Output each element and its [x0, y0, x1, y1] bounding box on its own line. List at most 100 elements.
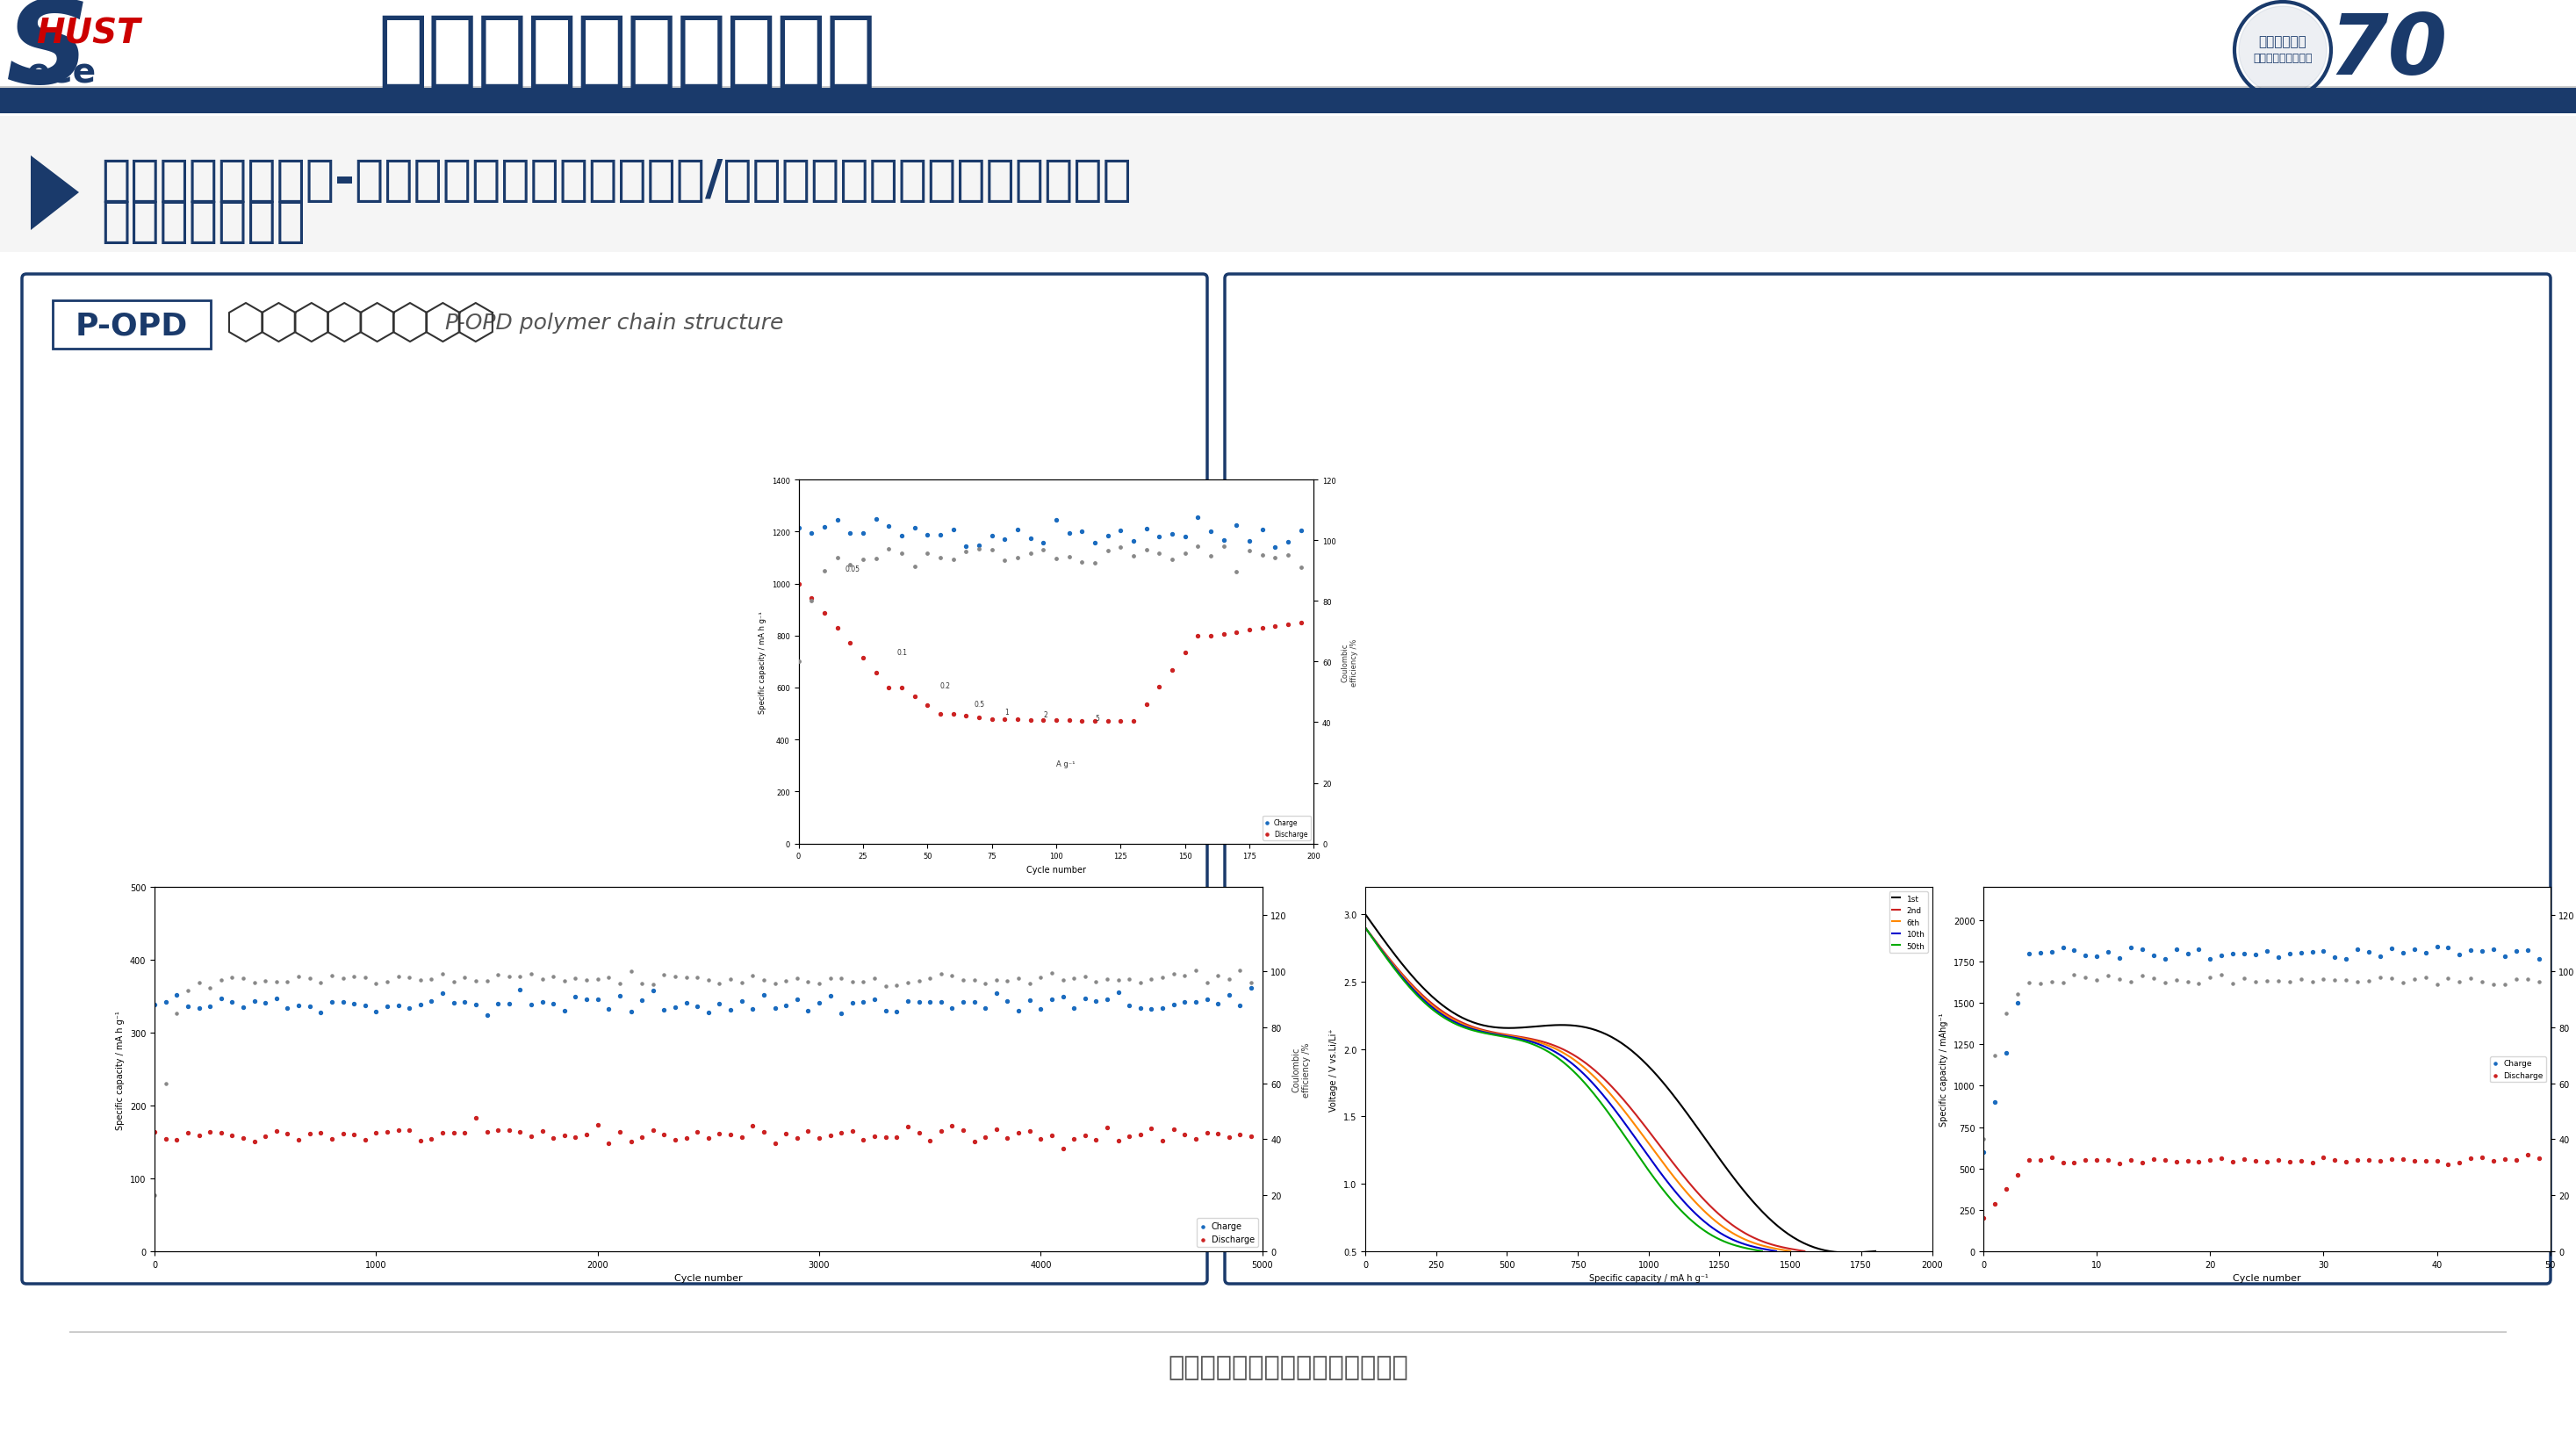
Point	[379, 965, 420, 988]
Point	[554, 985, 595, 1008]
Point	[2200, 963, 2241, 986]
Point	[587, 998, 629, 1021]
Point	[1023, 538, 1064, 562]
Point	[1231, 972, 1273, 995]
Point	[1010, 972, 1051, 995]
Point	[755, 1132, 796, 1155]
Point	[2326, 1149, 2367, 1173]
Point	[456, 992, 497, 1016]
Point	[765, 1122, 806, 1145]
Point	[2143, 947, 2184, 970]
Point	[881, 524, 922, 547]
Point	[178, 970, 219, 994]
Point	[1141, 966, 1182, 989]
Point	[2030, 941, 2071, 965]
Point	[868, 515, 909, 538]
Point	[2313, 1148, 2354, 1171]
Point	[933, 997, 974, 1020]
Point	[621, 972, 662, 995]
Point	[1164, 642, 1206, 665]
Point	[332, 1123, 374, 1147]
Point	[1231, 1125, 1273, 1148]
Point	[2009, 970, 2050, 994]
Point	[2303, 940, 2344, 963]
Point	[2360, 966, 2401, 989]
Point	[817, 617, 858, 640]
Point	[1036, 547, 1077, 570]
Point	[654, 1128, 696, 1151]
Point	[943, 991, 984, 1014]
Point	[987, 969, 1028, 992]
Point	[2257, 970, 2298, 994]
Point	[2496, 1148, 2537, 1171]
Point	[778, 572, 819, 595]
Point	[2133, 966, 2174, 989]
Point	[1064, 1125, 1105, 1148]
Point	[443, 966, 484, 989]
Point	[389, 997, 430, 1020]
Text: 0.5: 0.5	[974, 700, 984, 709]
Line: 1st: 1st	[1365, 915, 1875, 1253]
Point	[2303, 968, 2344, 991]
Point	[1280, 519, 1321, 543]
Point	[322, 991, 363, 1014]
Point	[2303, 1145, 2344, 1168]
Point	[1164, 543, 1206, 566]
1st	[1381, 947, 1412, 965]
Point	[765, 969, 806, 992]
Point	[920, 547, 961, 570]
Point	[510, 963, 551, 986]
Point	[456, 1106, 497, 1129]
Point	[1061, 519, 1103, 543]
Point	[984, 550, 1025, 573]
Point	[1126, 518, 1167, 541]
Point	[466, 1004, 507, 1027]
Point	[1023, 709, 1064, 732]
Point	[268, 970, 309, 994]
Y-axis label: Specific capacity / mAhg⁻¹: Specific capacity / mAhg⁻¹	[1940, 1013, 1947, 1126]
Point	[933, 549, 974, 572]
Point	[2053, 938, 2094, 962]
Point	[2349, 941, 2391, 965]
Point	[1043, 969, 1084, 992]
Point	[433, 970, 474, 994]
Point	[866, 1125, 907, 1148]
Point	[665, 992, 706, 1016]
Point	[1054, 997, 1095, 1020]
Point	[644, 963, 685, 986]
Point	[2257, 946, 2298, 969]
Point	[466, 969, 507, 992]
Point	[1208, 984, 1249, 1007]
Text: P-OPD: P-OPD	[75, 311, 188, 340]
Point	[987, 1126, 1028, 1149]
Point	[920, 1119, 961, 1142]
1st	[1350, 906, 1381, 924]
Point	[312, 965, 353, 988]
Point	[2076, 1148, 2117, 1171]
Point	[1141, 997, 1182, 1020]
Point	[1177, 535, 1218, 559]
Point	[997, 546, 1038, 569]
Point	[1280, 556, 1321, 579]
Point	[688, 1001, 729, 1024]
Point	[422, 1120, 464, 1144]
Point	[587, 966, 629, 989]
Point	[1064, 965, 1105, 988]
1st	[1816, 1243, 1847, 1260]
Point	[2269, 1151, 2311, 1174]
Point	[600, 972, 641, 995]
Point	[1963, 1206, 2004, 1229]
Point	[907, 524, 948, 547]
Point	[2043, 936, 2084, 959]
Point	[2066, 966, 2107, 989]
Point	[1229, 540, 1270, 563]
Point	[2483, 946, 2524, 969]
Point	[791, 588, 832, 611]
Point	[1030, 962, 1072, 985]
Point	[2450, 1147, 2491, 1170]
Point	[2450, 938, 2491, 962]
Point	[510, 1125, 551, 1148]
Point	[1177, 506, 1218, 530]
Point	[399, 969, 440, 992]
Point	[245, 992, 286, 1016]
